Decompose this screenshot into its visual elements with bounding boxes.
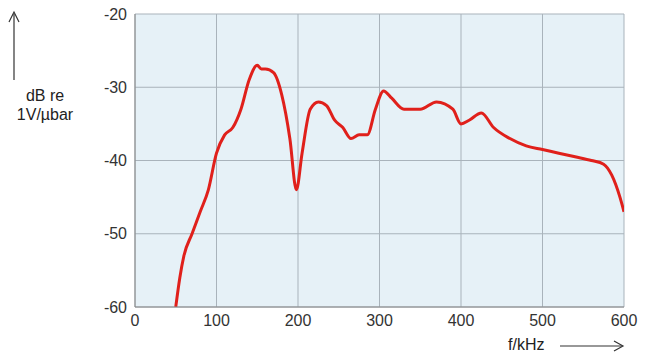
- svg-text:500: 500: [529, 312, 556, 329]
- svg-text:300: 300: [366, 312, 393, 329]
- svg-text:-20: -20: [104, 6, 127, 23]
- svg-text:400: 400: [448, 312, 475, 329]
- svg-text:600: 600: [611, 312, 638, 329]
- svg-text:-50: -50: [104, 225, 127, 242]
- html-text:f/kHz: f/kHz: [508, 336, 545, 353]
- svg-text:-60: -60: [104, 299, 127, 316]
- svg-text:200: 200: [285, 312, 312, 329]
- svg-text:-30: -30: [104, 79, 127, 96]
- svg-text:0: 0: [131, 312, 140, 329]
- svg-text:100: 100: [203, 312, 230, 329]
- svg-text:-40: -40: [104, 152, 127, 169]
- html-text:dB re 1V/µbar: dB re 1V/µbar: [16, 87, 74, 123]
